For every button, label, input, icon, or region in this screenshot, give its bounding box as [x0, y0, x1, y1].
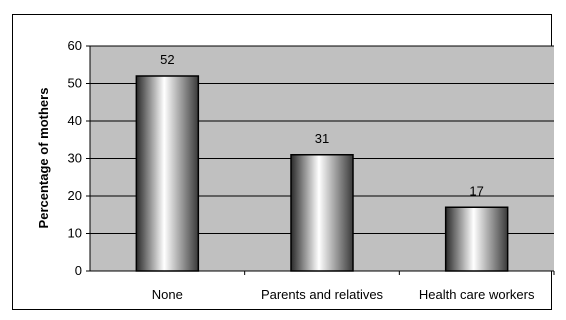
- y-tick-label: 50: [68, 76, 82, 91]
- category-labels: None Parents and relatives Health care wor…: [152, 271, 555, 302]
- y-tick-label: 0: [75, 263, 82, 278]
- y-tick-label: 60: [68, 38, 82, 53]
- category-label: Health care workers: [419, 287, 535, 302]
- bars: [135, 75, 509, 272]
- data-label: 52: [160, 52, 174, 67]
- y-axis-title: Percentage of mothers: [36, 88, 51, 229]
- y-tick-label: 40: [68, 113, 82, 128]
- data-labels: 52 31 17: [160, 52, 484, 198]
- bar: [135, 75, 200, 272]
- category-label: Parents and relatives: [261, 287, 384, 302]
- data-label: 17: [469, 183, 483, 198]
- bar: [444, 206, 509, 272]
- y-tick-label: 30: [68, 151, 82, 166]
- y-tick-labels: 0 10 20 30 40 50 60: [68, 38, 90, 278]
- y-tick-label: 20: [68, 188, 82, 203]
- data-label: 31: [315, 131, 329, 146]
- bar: [290, 154, 354, 272]
- category-label: None: [152, 287, 183, 302]
- y-tick-label: 10: [68, 226, 82, 241]
